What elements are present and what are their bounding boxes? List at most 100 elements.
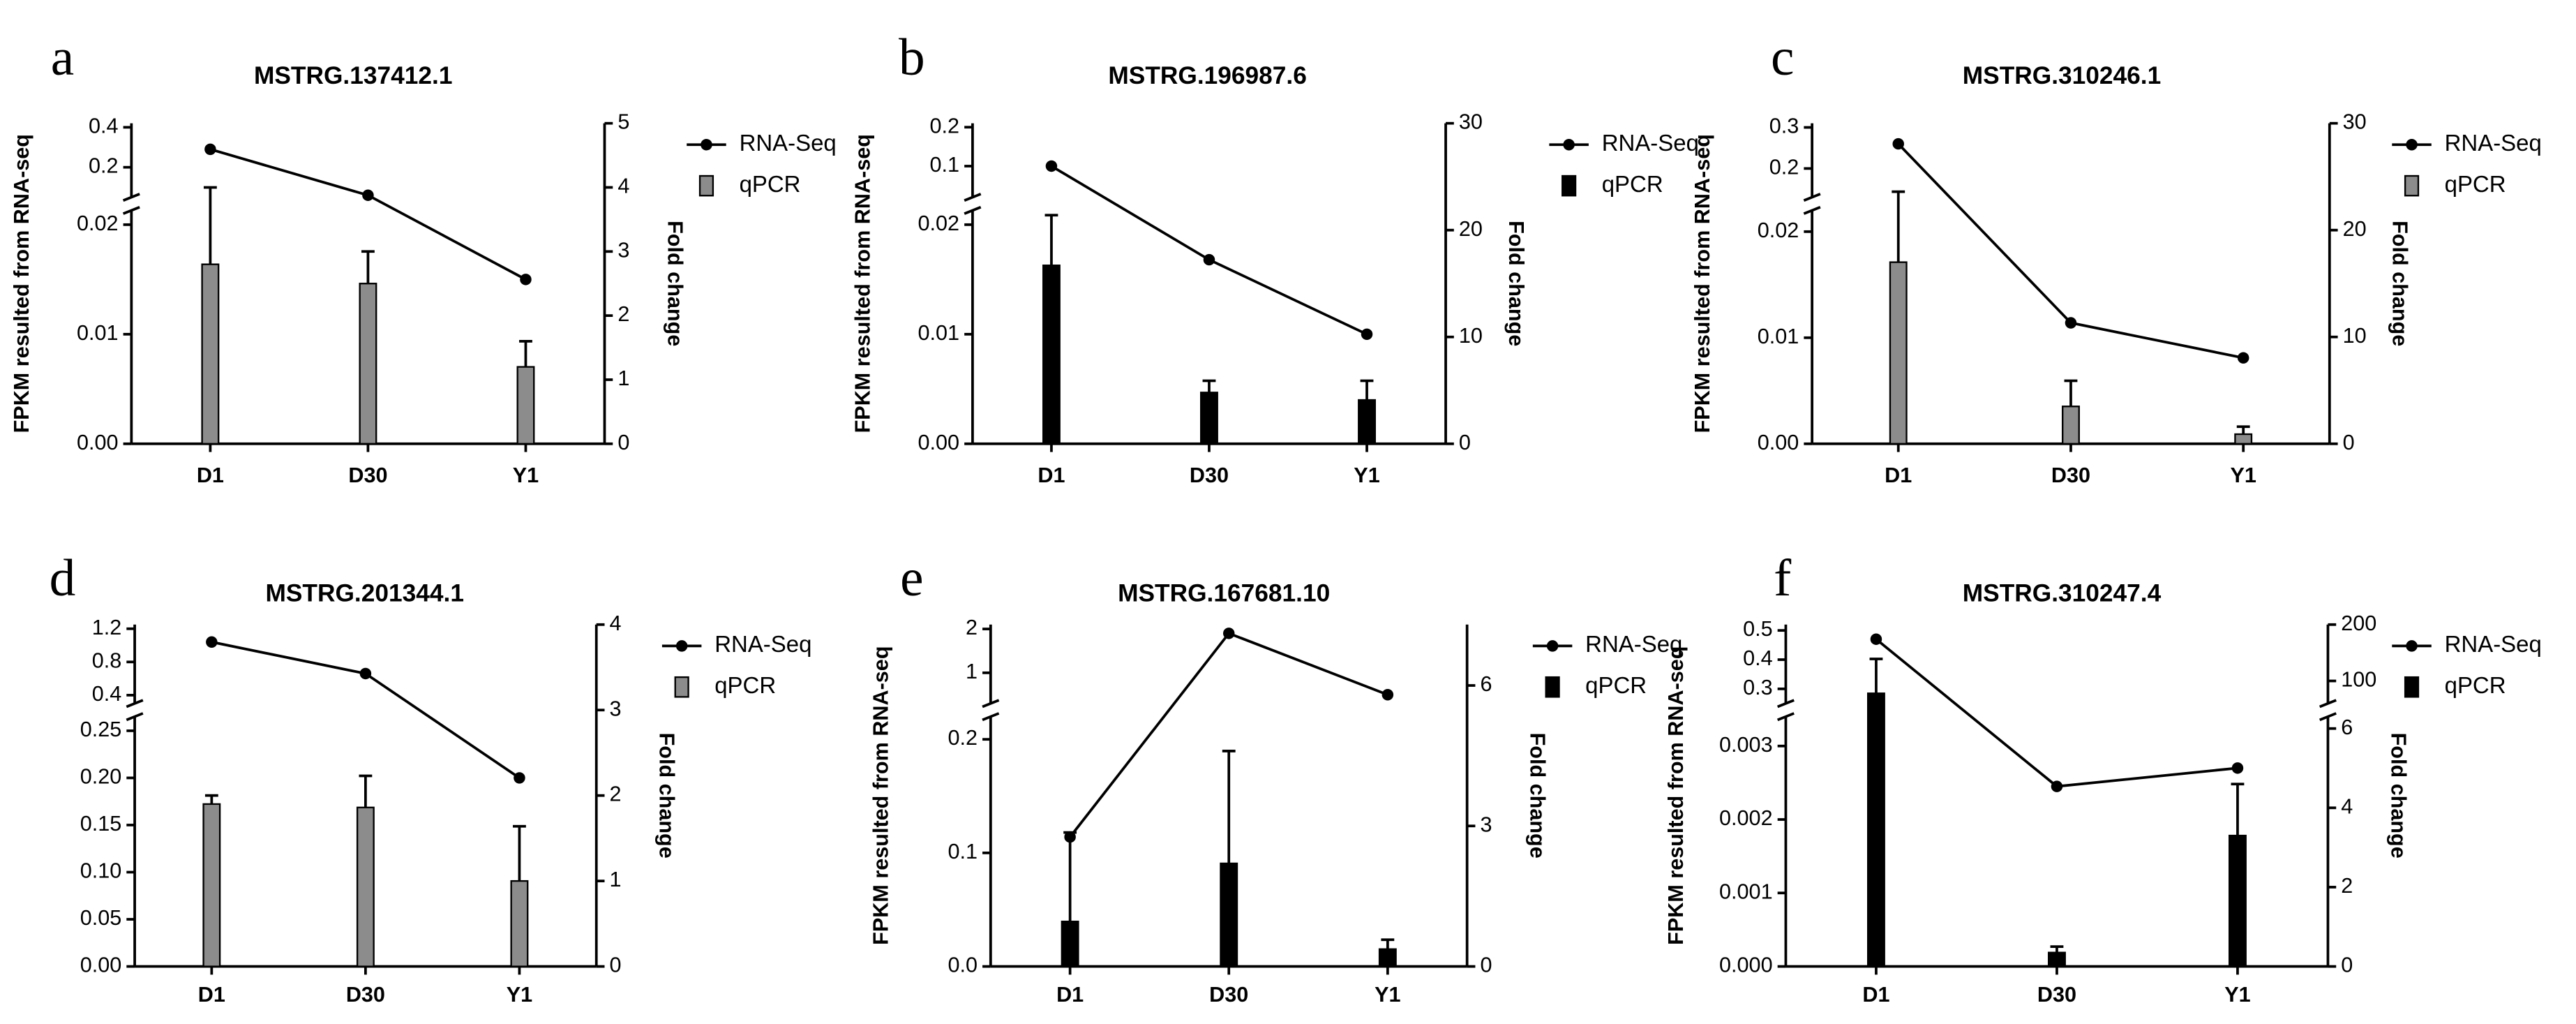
line-point: [1870, 633, 1882, 645]
legend-label: qPCR: [740, 171, 801, 197]
line-point: [359, 667, 372, 680]
x-tick-label: D30: [1190, 463, 1229, 487]
y-tick-label: 0.15: [80, 812, 122, 836]
y2-tick-label: 20: [1459, 217, 1483, 241]
bar: [1866, 692, 1885, 967]
y-tick-label: 0.1: [930, 153, 960, 177]
bar: [516, 366, 535, 445]
y-tick-label: 0.0: [948, 953, 978, 977]
line-point: [514, 772, 525, 784]
bar: [359, 283, 377, 445]
legend-marker: [1546, 640, 1559, 652]
legend-marker: [2406, 640, 2418, 652]
line: [1875, 638, 2238, 788]
bar: [1200, 392, 1218, 445]
x-tick-label: D1: [1885, 463, 1912, 487]
y-tick-label: 0.5: [1743, 617, 1773, 641]
y-tick-label: 0.20: [80, 765, 122, 789]
y2-tick-label: 1: [617, 366, 629, 390]
y-tick-label: 0.2: [930, 114, 960, 138]
y2-axis-label: Fold change: [1525, 733, 1549, 859]
legend-label: RNA-Seq: [2445, 130, 2542, 156]
x-tick-label: Y1: [513, 463, 539, 487]
legend-label: RNA-Seq: [740, 130, 837, 156]
y-tick-label: 0.10: [80, 859, 122, 883]
line-point: [1203, 253, 1215, 266]
bar: [510, 880, 529, 967]
line-point: [1045, 160, 1058, 172]
line-point: [2051, 780, 2063, 792]
axis-break: [2319, 699, 2337, 708]
y-tick-label: 0.02: [1758, 218, 1799, 242]
y-tick-label: 0.01: [918, 321, 960, 345]
y2-tick-label: 100: [2341, 668, 2376, 692]
y-tick-label: 0.00: [77, 431, 119, 454]
y2-tick-label: 1: [610, 868, 622, 891]
axis-break: [982, 699, 1000, 708]
axis-break: [1776, 712, 1795, 722]
axis-break: [982, 712, 1000, 722]
panel-letter: d: [50, 549, 76, 607]
bar: [1889, 261, 1908, 445]
axis-break: [126, 712, 144, 722]
bar: [1378, 948, 1397, 967]
x-tick-label: D30: [346, 983, 385, 1007]
y-tick-label: 0.01: [1758, 325, 1799, 348]
y-tick-label: 0.2: [948, 726, 978, 750]
y2-tick-label: 0: [617, 431, 629, 454]
legend-marker: [1545, 676, 1560, 698]
y-tick-label: 0.00: [80, 953, 122, 977]
chart-title: MSTRG.137412.1: [254, 62, 452, 89]
legend-marker: [2404, 175, 2420, 197]
line: [1050, 165, 1368, 336]
panel-letter: a: [51, 29, 74, 87]
y-axis-label: FPKM resulted from RNA-seq: [851, 134, 875, 433]
y2-tick-label: 4: [610, 611, 622, 635]
y2-tick-label: 20: [2343, 217, 2367, 241]
y2-tick-label: 3: [617, 238, 629, 262]
y-tick-label: 0.01: [77, 321, 119, 345]
y2-tick-label: 5: [617, 110, 629, 134]
line-point: [206, 636, 218, 648]
legend-marker: [675, 640, 688, 652]
y2-tick-label: 3: [610, 697, 622, 720]
line-point: [2065, 317, 2077, 329]
y-tick-label: 0.2: [1769, 155, 1799, 179]
x-tick-label: Y1: [2230, 463, 2256, 487]
y-tick-label: 0.001: [1719, 880, 1773, 903]
y-tick-label: 0.4: [89, 114, 119, 138]
legend-label: qPCR: [714, 672, 776, 698]
legend-label: qPCR: [2445, 672, 2506, 698]
legend-label: qPCR: [1585, 672, 1647, 698]
x-tick-label: Y1: [2224, 983, 2250, 1007]
y-tick-label: 0.05: [80, 906, 122, 930]
y2-tick-label: 0: [610, 953, 622, 977]
chart-title: MSTRG.310247.4: [1963, 580, 2162, 607]
y2-axis-label: Fold change: [2388, 221, 2412, 346]
legend-label: RNA-Seq: [1602, 130, 1699, 156]
y2-tick-label: 0: [2341, 953, 2353, 977]
y2-tick-label: 10: [1459, 324, 1483, 348]
axis-break: [2319, 712, 2337, 722]
y2-axis-label: Fold change: [2386, 733, 2410, 859]
x-tick-label: D1: [198, 983, 225, 1007]
bar: [1061, 920, 1079, 967]
y2-tick-label: 3: [1480, 812, 1492, 836]
axis-break: [1803, 205, 1821, 215]
legend-marker: [1562, 175, 1577, 197]
y-axis-label: FPKM resulted from RNA-seq: [869, 646, 892, 944]
y2-tick-label: 2: [2341, 874, 2353, 898]
panel-letter: b: [899, 29, 925, 87]
y2-axis-label: Fold change: [655, 733, 679, 859]
legend-marker: [1563, 139, 1575, 151]
legend-label: RNA-Seq: [714, 631, 811, 657]
chart-title: MSTRG.201344.1: [265, 580, 463, 607]
axis-break: [964, 205, 982, 215]
y-axis-label: FPKM resulted from RNA-seq: [10, 134, 33, 433]
x-tick-label: D30: [2051, 463, 2090, 487]
axis-break: [964, 193, 982, 202]
chart-title: MSTRG.167681.10: [1118, 580, 1330, 607]
axis-break: [1776, 699, 1795, 708]
